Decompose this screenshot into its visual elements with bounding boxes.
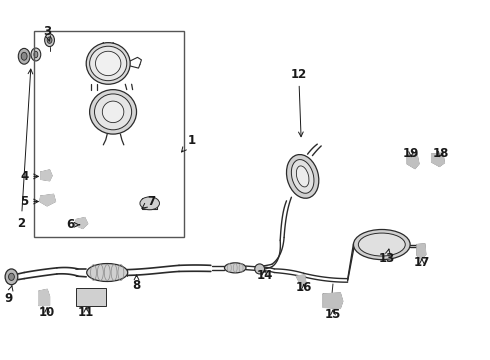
Ellipse shape	[358, 233, 405, 256]
Text: 19: 19	[403, 147, 419, 159]
Text: 6: 6	[66, 218, 80, 231]
Ellipse shape	[102, 101, 124, 123]
Text: 13: 13	[379, 249, 395, 265]
Polygon shape	[40, 194, 55, 206]
Text: 18: 18	[432, 147, 449, 159]
Polygon shape	[296, 275, 306, 286]
Text: 10: 10	[39, 306, 55, 319]
Text: 15: 15	[325, 308, 341, 321]
Text: 16: 16	[295, 281, 312, 294]
Text: 4: 4	[20, 170, 38, 183]
Polygon shape	[74, 218, 88, 228]
Text: 12: 12	[291, 68, 307, 137]
Ellipse shape	[5, 269, 18, 285]
Text: 9: 9	[4, 286, 13, 305]
Ellipse shape	[87, 264, 128, 282]
Ellipse shape	[296, 166, 309, 187]
Polygon shape	[432, 153, 444, 166]
Ellipse shape	[18, 48, 30, 64]
Ellipse shape	[86, 42, 130, 84]
Polygon shape	[323, 293, 343, 309]
Ellipse shape	[8, 273, 14, 280]
Ellipse shape	[287, 154, 319, 198]
Ellipse shape	[34, 51, 38, 58]
Ellipse shape	[31, 48, 41, 61]
Text: 1: 1	[181, 134, 196, 152]
Text: 2: 2	[17, 69, 33, 230]
Ellipse shape	[353, 229, 410, 260]
Ellipse shape	[255, 264, 265, 274]
Bar	[76, 288, 106, 306]
Text: 14: 14	[256, 269, 273, 282]
Ellipse shape	[90, 90, 137, 134]
Ellipse shape	[292, 159, 314, 193]
Text: 8: 8	[132, 275, 141, 292]
Ellipse shape	[90, 46, 127, 81]
Bar	[34, 31, 184, 237]
Text: 7: 7	[142, 195, 155, 208]
Ellipse shape	[47, 37, 52, 43]
Polygon shape	[407, 154, 419, 168]
Text: 5: 5	[20, 195, 38, 208]
Text: 11: 11	[78, 306, 95, 319]
Ellipse shape	[96, 51, 121, 76]
Ellipse shape	[45, 34, 54, 46]
Text: 17: 17	[414, 256, 430, 269]
Text: 3: 3	[43, 25, 51, 41]
Polygon shape	[41, 170, 52, 181]
Ellipse shape	[95, 94, 132, 130]
Ellipse shape	[140, 197, 159, 210]
Ellipse shape	[224, 263, 246, 273]
Polygon shape	[39, 289, 49, 306]
Polygon shape	[417, 244, 426, 259]
Ellipse shape	[21, 52, 27, 60]
